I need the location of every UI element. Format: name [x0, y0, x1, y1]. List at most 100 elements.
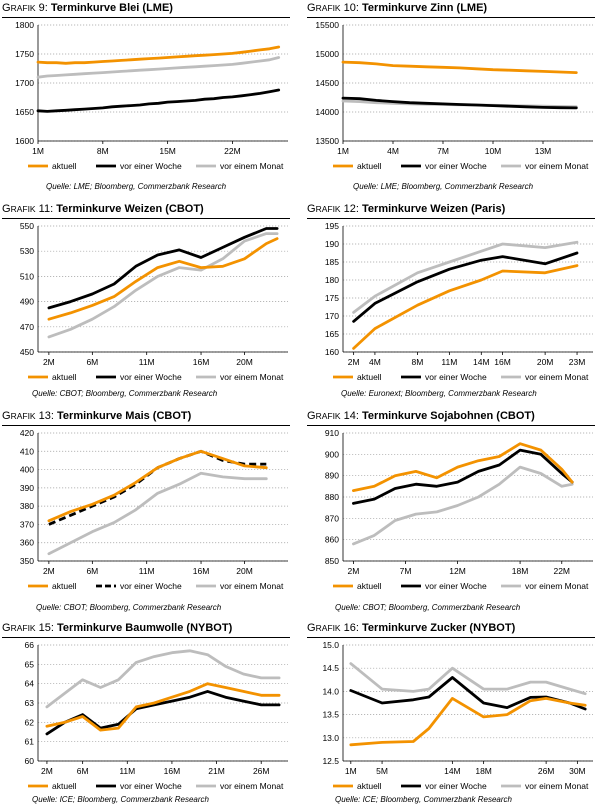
x-tick-label: 12M: [449, 566, 466, 576]
y-tick-label: 860: [325, 535, 339, 545]
y-tick-label: 470: [20, 322, 34, 332]
line-chart: 1600 1650 1700 1750 1800 1M 8M 15M 22M aktuell vor…: [15, 20, 288, 171]
series-line: [45, 682, 281, 732]
y-tick-label: 175: [325, 293, 339, 303]
series-line: [349, 697, 587, 747]
legend-label: vor einem Monat: [525, 161, 589, 171]
x-tick-label: 2M: [41, 766, 53, 776]
y-tick-label: 185: [325, 257, 339, 267]
y-tick-label: 360: [20, 538, 34, 548]
legend-label: vor einer Woche: [425, 372, 487, 382]
title-rule: [2, 425, 290, 426]
x-tick-label: 26M: [538, 766, 555, 776]
legend-label: aktuell: [357, 781, 382, 791]
y-tick-label: 170: [325, 311, 339, 321]
series-line: [341, 96, 578, 110]
x-tick-label: 20M: [537, 357, 554, 367]
series-line: [47, 227, 279, 310]
x-tick-label: 11M: [441, 357, 457, 367]
series-line: [47, 237, 279, 321]
y-tick-label: 850: [325, 556, 339, 566]
x-tick-label: 2M: [43, 566, 55, 576]
legend-label: vor einem Monat: [220, 581, 284, 591]
x-tick-label: 4M: [387, 146, 399, 156]
series-line: [341, 60, 578, 74]
legend-label: aktuell: [357, 161, 382, 171]
y-tick-label: 165: [325, 329, 339, 339]
x-tick-label: 8M: [97, 146, 109, 156]
series-line: [349, 662, 587, 696]
y-tick-label: 390: [20, 483, 34, 493]
y-tick-label: 880: [325, 492, 339, 502]
y-tick-label: 420: [20, 428, 34, 438]
x-tick-label: 15M: [159, 146, 176, 156]
series-line: [36, 45, 281, 65]
y-tick-label: 1750: [15, 49, 34, 59]
y-tick-label: 160: [325, 347, 339, 357]
source-note: Quelle: LME; Bloomberg, Commerzbank Rese…: [46, 182, 227, 191]
chart-title: GRAFIK 12: Terminkurve Weizen (Paris): [307, 203, 506, 215]
x-tick-label: 5M: [376, 766, 388, 776]
line-chart: 450 470 490 510 530 550 2M 6M 11M 16M 20M aktuell vo…: [20, 221, 288, 382]
y-tick-label: 450: [20, 347, 34, 357]
legend-label: aktuell: [357, 372, 382, 382]
series-line: [36, 56, 281, 79]
chart-title: GRAFIK 14: Terminkurve Sojabohnen (CBOT): [307, 410, 535, 422]
x-tick-label: 18M: [512, 566, 529, 576]
y-tick-label: 1800: [15, 20, 34, 30]
line-chart: 350 360 370 380 390 400 410 420 2M 6M 11M 16M 20M akt…: [20, 428, 288, 591]
y-tick-label: 1600: [15, 136, 34, 146]
legend-label: vor einer Woche: [120, 161, 182, 171]
x-tick-label: 1M: [337, 146, 349, 156]
y-tick-label: 60: [25, 756, 35, 766]
chart-title: GRAFIK 9: Terminkurve Blei (LME): [2, 2, 173, 14]
y-tick-label: 550: [20, 221, 34, 231]
y-tick-label: 15000: [315, 49, 339, 59]
series-line: [47, 232, 279, 339]
series-line: [352, 448, 574, 505]
legend-label: vor einer Woche: [120, 581, 182, 591]
y-tick-label: 63: [25, 698, 35, 708]
y-tick-label: 490: [20, 297, 34, 307]
series-line: [45, 649, 281, 709]
source-note: Quelle: CBOT; Bloomberg, Commerzbank Res…: [36, 603, 222, 612]
y-tick-label: 370: [20, 519, 34, 529]
legend-label: vor einem Monat: [525, 581, 589, 591]
chart-title: GRAFIK 10: Terminkurve Zinn (LME): [307, 2, 488, 14]
y-tick-label: 350: [20, 556, 34, 566]
y-tick-label: 890: [325, 471, 339, 481]
y-tick-label: 1700: [15, 78, 34, 88]
line-chart: 12.5 13.0 13.5 14.0 14.5 15.0 1M 5M 14M 18M 26M 30M…: [322, 640, 593, 791]
chart-title: GRAFIK 16: Terminkurve Zucker (NYBOT): [307, 622, 516, 634]
source-note: Quelle: ICE; Bloomberg, Commerzbank Rese…: [32, 795, 209, 804]
x-tick-label: 7M: [437, 146, 449, 156]
series-line: [47, 449, 268, 523]
y-tick-label: 1650: [15, 107, 34, 117]
series-line: [352, 264, 579, 350]
x-tick-label: 8M: [412, 357, 424, 367]
y-tick-label: 62: [25, 717, 35, 727]
x-tick-label: 16M: [193, 357, 210, 367]
source-note: Quelle: CBOT; Bloomberg, Commerzbank Res…: [335, 603, 521, 612]
y-tick-label: 910: [325, 428, 339, 438]
x-tick-label: 4M: [369, 357, 381, 367]
title-rule: [307, 637, 595, 638]
series-line: [352, 251, 579, 323]
x-tick-label: 16M: [494, 357, 511, 367]
legend-label: aktuell: [52, 781, 77, 791]
y-tick-label: 870: [325, 513, 339, 523]
y-tick-label: 180: [325, 275, 339, 285]
source-note: Quelle: CBOT; Bloomberg, Commerzbank Res…: [32, 389, 218, 398]
title-rule: [307, 17, 595, 18]
legend-label: vor einer Woche: [425, 581, 487, 591]
y-tick-label: 13.5: [322, 710, 339, 720]
x-tick-label: 18M: [475, 766, 492, 776]
line-chart: 850 860 870 880 890 900 910 2M 7M 12M 18M 22M aktuel…: [325, 428, 593, 591]
legend-label: vor einem Monat: [525, 781, 589, 791]
source-note: Quelle: Euronext; Bloomberg, Commerzbank…: [341, 389, 537, 398]
x-tick-label: 6M: [77, 766, 89, 776]
y-tick-label: 400: [20, 465, 34, 475]
x-tick-label: 2M: [348, 357, 360, 367]
series-line: [352, 240, 579, 314]
line-chart: 13500 14000 14500 15000 15500 1M 4M 7M 10M 13M akt…: [315, 20, 593, 171]
